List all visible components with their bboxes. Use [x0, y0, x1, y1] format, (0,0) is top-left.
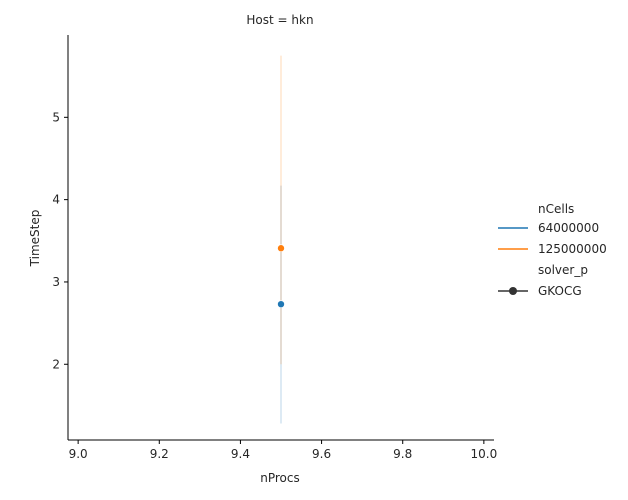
y-tick-label: 2	[52, 357, 60, 371]
y-tick-label: 3	[52, 275, 60, 289]
data-point-layer	[277, 244, 285, 308]
y-axis-label: TimeStep	[28, 210, 42, 268]
x-tick-label: 9.2	[150, 447, 169, 461]
y-tick-label: 5	[52, 110, 60, 124]
legend-label: 125000000	[538, 242, 607, 256]
y-tick-layer: 2 3 4 5	[52, 110, 68, 371]
x-tick-label: 10.0	[470, 447, 497, 461]
x-tick-label: 9.0	[69, 447, 88, 461]
x-tick-label: 9.4	[231, 447, 250, 461]
legend-hue-title: nCells	[538, 202, 574, 216]
data-point	[277, 300, 285, 308]
legend: nCells 64000000 125000000 solver_p GKOCG	[498, 202, 607, 298]
plot-area: 9.0 9.2 9.4 9.6 9.8 10.0 2 3 4 5	[52, 35, 497, 461]
x-tick-label: 9.6	[312, 447, 331, 461]
legend-label: 64000000	[538, 221, 599, 235]
legend-style-marker	[509, 287, 517, 295]
x-tick-layer: 9.0 9.2 9.4 9.6 9.8 10.0	[69, 440, 497, 461]
x-axis-label: nProcs	[260, 471, 300, 485]
x-tick-label: 9.8	[393, 447, 412, 461]
data-point	[277, 244, 285, 253]
chart-title: Host = hkn	[246, 13, 313, 27]
legend-style-title: solver_p	[538, 263, 588, 277]
legend-series-entries: 64000000 125000000	[498, 221, 607, 256]
y-tick-label: 4	[52, 193, 60, 207]
legend-style-label: GKOCG	[538, 284, 582, 298]
